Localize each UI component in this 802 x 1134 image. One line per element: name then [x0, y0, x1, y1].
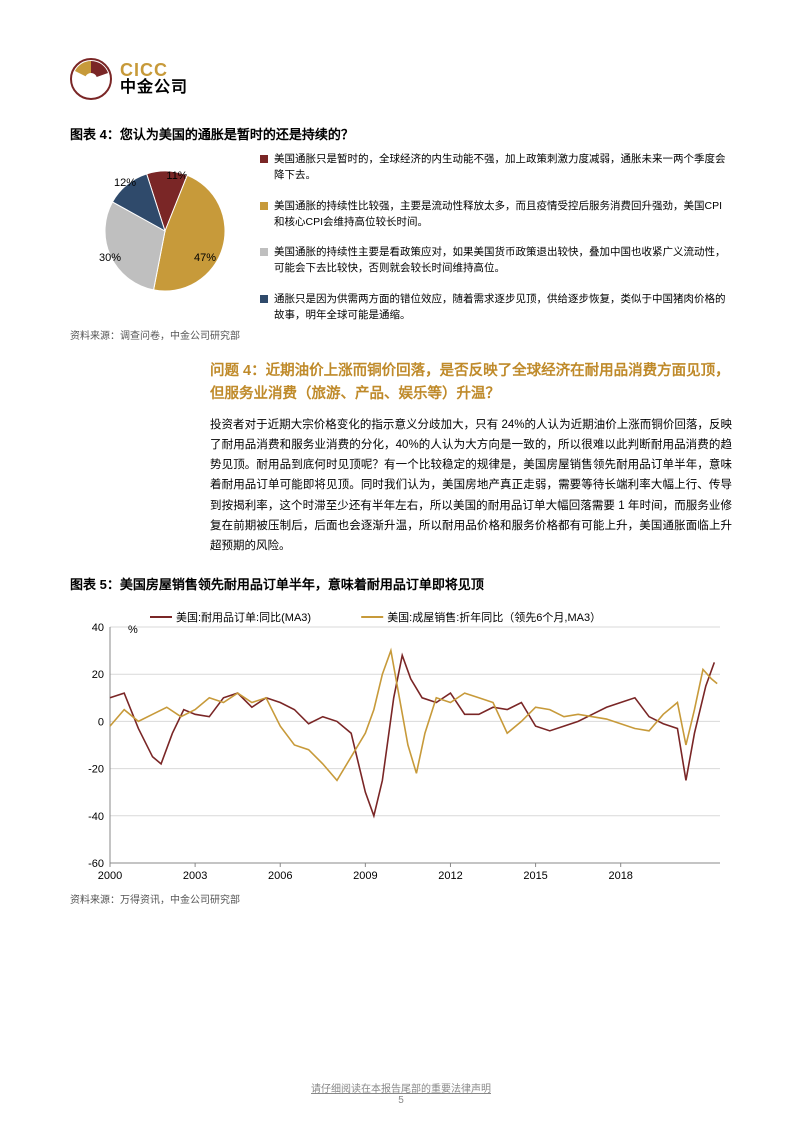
question4-body: 投资者对于近期大宗价格变化的指示意义分歧加大，只有 24%的人认为近期油价上涨而… — [210, 415, 732, 556]
chart5-source: 资料来源：万得资讯，中金公司研究部 — [70, 891, 732, 906]
series-line — [110, 655, 714, 815]
y-tick-label: 0 — [98, 716, 104, 728]
legend-text: 美国通胀的持续性主要是看政策应对，如果美国货币政策退出较快，叠加中国也收紧广义流… — [274, 244, 732, 277]
x-tick-label: 2003 — [183, 870, 207, 882]
question4-title: 问题 4：近期油价上涨而铜价回落，是否反映了全球经济在耐用品消费方面见顶，但服务… — [210, 360, 732, 405]
pie-label: 12% — [114, 177, 136, 189]
legend-item: 美国通胀只是暂时的，全球经济的内生动能不强，加上政策刺激力度减弱，通胀未来一两个… — [260, 151, 732, 184]
chart4-title: 图表 4：您认为美国的通胀是暂时的还是持续的？ — [70, 124, 732, 143]
pie-chart: 11% 47% 30% 12% — [70, 151, 240, 316]
chart4-legend: 美国通胀只是暂时的，全球经济的内生动能不强，加上政策刺激力度减弱，通胀未来一两个… — [260, 151, 732, 323]
pie-label: 11% — [166, 170, 187, 182]
x-tick-label: 2015 — [523, 870, 547, 882]
x-tick-label: 2009 — [353, 870, 377, 882]
x-tick-label: 2012 — [438, 870, 462, 882]
logo-text-cn: 中金公司 — [120, 80, 188, 97]
logo-text-en: CICC — [120, 61, 188, 80]
legend-text: 通胀只是因为供需两方面的错位效应，随着需求逐步见顶，供给逐步恢复，类似于中国猪肉… — [274, 291, 732, 324]
legend-swatch — [260, 295, 268, 303]
legend-swatch — [260, 155, 268, 163]
logo: CICC 中金公司 — [70, 58, 732, 100]
y-tick-label: 40 — [92, 622, 104, 634]
footer: 请仔细阅读在本报告尾部的重要法律声明 5 — [0, 1080, 802, 1106]
logo-icon — [70, 58, 112, 100]
x-tick-label: 2000 — [98, 870, 122, 882]
y-tick-label: 20 — [92, 669, 104, 681]
legend-swatch — [260, 202, 268, 210]
series-legend-label: 美国:成屋销售:折年同比（领先6个月,MA3） — [387, 610, 601, 624]
y-tick-label: -40 — [88, 811, 104, 823]
footer-disclaimer: 请仔细阅读在本报告尾部的重要法律声明 — [0, 1080, 802, 1095]
y-unit: % — [128, 624, 138, 636]
legend-item: 通胀只是因为供需两方面的错位效应，随着需求逐步见顶，供给逐步恢复，类似于中国猪肉… — [260, 291, 732, 324]
chart4-block: 11% 47% 30% 12% 美国通胀只是暂时的，全球经济的内生动能不强，加上政策刺… — [70, 151, 732, 323]
question4-block: 问题 4：近期油价上涨而铜价回落，是否反映了全球经济在耐用品消费方面见顶，但服务… — [210, 360, 732, 556]
series-legend-label: 美国:耐用品订单:同比(MA3) — [176, 611, 311, 624]
legend-swatch — [260, 248, 268, 256]
y-tick-label: -20 — [88, 764, 104, 776]
y-tick-label: -60 — [88, 858, 104, 870]
pie-label: 30% — [99, 252, 121, 264]
x-tick-label: 2018 — [608, 870, 632, 882]
pie-label: 47% — [194, 252, 216, 264]
legend-text: 美国通胀只是暂时的，全球经济的内生动能不强，加上政策刺激力度减弱，通胀未来一两个… — [274, 151, 732, 184]
legend-item: 美国通胀的持续性主要是看政策应对，如果美国货币政策退出较快，叠加中国也收紧广义流… — [260, 244, 732, 277]
chart5-title: 图表 5：美国房屋销售领先耐用品订单半年，意味着耐用品订单即将见顶 — [70, 574, 732, 593]
chart4-source: 资料来源：调查问卷，中金公司研究部 — [70, 327, 732, 342]
x-tick-label: 2006 — [268, 870, 292, 882]
page-number: 5 — [0, 1095, 802, 1106]
line-chart: -60 -40 -20 0 20 40% 2000 2003 2006 2009 2012 2015 2… — [70, 599, 730, 889]
legend-item: 美国通胀的持续性比较强，主要是流动性释放太多，而且疫情受控后服务消费回升强劲，美… — [260, 198, 732, 231]
legend-text: 美国通胀的持续性比较强，主要是流动性释放太多，而且疫情受控后服务消费回升强劲，美… — [274, 198, 732, 231]
